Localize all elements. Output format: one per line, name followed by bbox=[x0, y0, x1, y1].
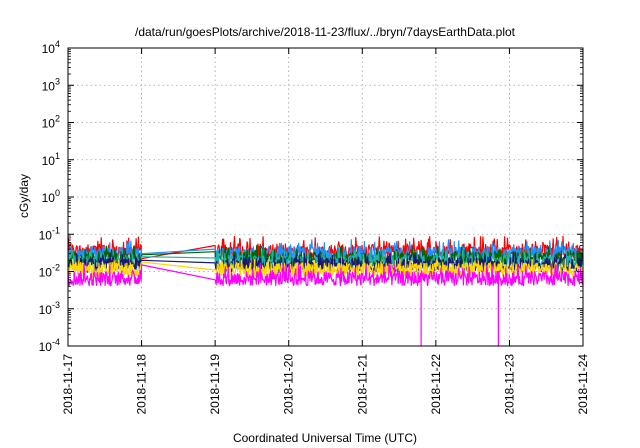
y-tick-label: 10-2 bbox=[39, 263, 60, 280]
y-tick-label: 10-3 bbox=[39, 300, 60, 317]
x-tick-label: 2018-11-23 bbox=[502, 354, 516, 415]
y-tick-label: 104 bbox=[42, 39, 60, 56]
x-tick-label: 2018-11-22 bbox=[429, 354, 443, 415]
y-tick-label: 10-1 bbox=[39, 225, 60, 242]
y-tick-label: 102 bbox=[42, 114, 60, 131]
y-axis-ticks: 10-4 10-3 10-2 10-1 100 101 102 103 104 bbox=[39, 39, 583, 354]
x-axis-ticks: 2018-11-17 2018-11-18 2018-11-19 2018-11-20… bbox=[61, 48, 590, 415]
series-line bbox=[67, 262, 584, 347]
series-line bbox=[67, 252, 584, 273]
y-tick-label: 101 bbox=[42, 151, 60, 168]
x-axis-label: Coordinated Universal Time (UTC) bbox=[233, 431, 417, 445]
y-tick-label: 10-4 bbox=[39, 337, 60, 354]
y-axis-label: cGy/day bbox=[17, 174, 31, 218]
y-tick-label: 103 bbox=[42, 76, 60, 93]
x-tick-label: 2018-11-24 bbox=[576, 354, 590, 415]
series-line bbox=[67, 239, 584, 262]
x-tick-label: 2018-11-17 bbox=[61, 354, 75, 415]
x-tick-label: 2018-11-19 bbox=[208, 354, 222, 415]
series-lines bbox=[67, 235, 584, 347]
x-tick-label: 2018-11-18 bbox=[135, 354, 149, 415]
x-tick-label: 2018-11-21 bbox=[355, 354, 369, 415]
y-tick-label: 100 bbox=[42, 188, 60, 205]
x-tick-label: 2018-11-20 bbox=[282, 354, 296, 415]
chart-title: /data/run/goesPlots/archive/2018-11-23/f… bbox=[135, 25, 516, 39]
